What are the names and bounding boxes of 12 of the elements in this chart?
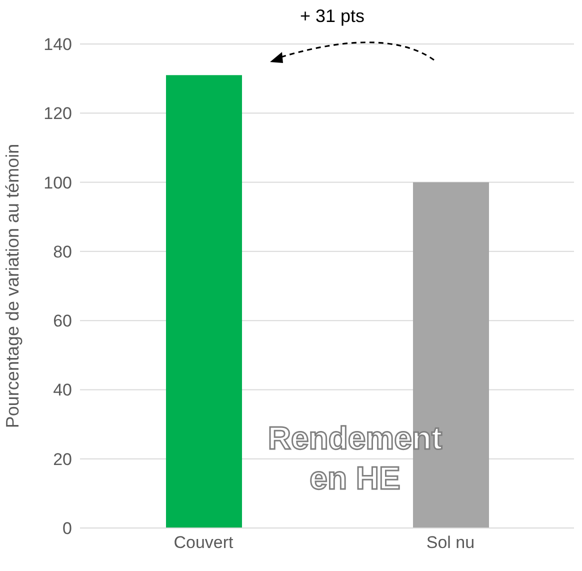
y-tick-label: 140: [44, 35, 72, 54]
x-tick-label: Sol nu: [426, 533, 475, 552]
y-tick-label: 40: [53, 380, 72, 400]
y-tick-label: 20: [53, 450, 72, 469]
y-tick-label: 120: [44, 104, 72, 124]
y-tick-label: 100: [44, 173, 72, 192]
y-tick-label: 0: [62, 519, 72, 538]
text: + 31 pts: [300, 6, 365, 27]
y-tick-label: 60: [53, 312, 72, 331]
y-axis-title: Pourcentage de variation au témoin: [2, 144, 22, 428]
x-tick-label: Couvert: [174, 533, 234, 552]
y-tick-label: 80: [53, 242, 72, 262]
